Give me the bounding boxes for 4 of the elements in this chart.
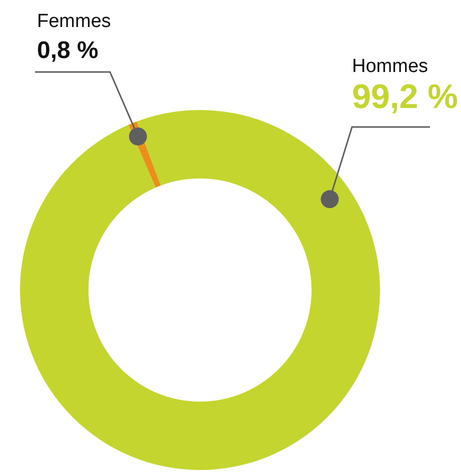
slice-label: Hommes	[352, 56, 428, 77]
data-label: 0,8 %	[37, 37, 98, 64]
slice-label: Femmes	[37, 11, 111, 32]
data-label: 99,2 %	[352, 78, 458, 116]
